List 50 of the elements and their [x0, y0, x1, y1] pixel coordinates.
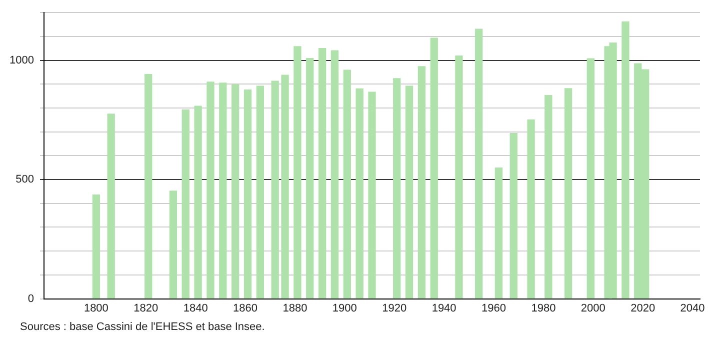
bar: [356, 88, 364, 299]
x-tick-label: 1880: [282, 302, 308, 314]
x-tick-label: 1860: [233, 302, 258, 314]
bar: [343, 70, 351, 299]
bar: [194, 106, 202, 299]
bar: [544, 95, 552, 299]
bar: [256, 86, 264, 299]
bar: [475, 28, 483, 299]
x-tick-label: 1800: [84, 302, 108, 314]
x-tick-label: 1920: [382, 302, 407, 314]
bar: [92, 194, 100, 299]
bar: [455, 55, 463, 299]
x-tick-label: 1980: [531, 302, 556, 314]
x-tick-label: 1840: [183, 302, 208, 314]
x-tick-label: 1960: [482, 302, 506, 314]
bar: [318, 48, 326, 299]
bar: [368, 92, 376, 299]
bar: [430, 38, 438, 299]
bar: [405, 86, 414, 299]
bar: [244, 90, 252, 299]
bar: [330, 50, 339, 299]
bar: [393, 78, 401, 299]
bar: [182, 109, 190, 299]
bar: [219, 82, 227, 299]
y-tick-label: 1000: [10, 54, 34, 66]
bar: [271, 80, 279, 299]
bar: [418, 66, 426, 299]
bar: [564, 88, 572, 299]
bar: [206, 82, 214, 299]
bar: [527, 119, 535, 299]
bar: [586, 58, 594, 299]
x-tick-label: 1940: [432, 302, 456, 314]
bar: [306, 58, 314, 299]
bar: [144, 74, 152, 299]
x-tick-label: 2020: [630, 302, 656, 314]
y-tick-label: 500: [16, 174, 34, 186]
y-tick-label: 0: [28, 292, 34, 305]
x-tick-label: 1820: [134, 302, 158, 314]
x-tick-label: 2040: [680, 302, 705, 314]
bar: [494, 168, 503, 299]
x-tick-label: 1900: [332, 302, 357, 314]
bar: [107, 114, 115, 299]
bar: [622, 21, 630, 299]
bar: [294, 46, 302, 299]
source-note: Sources : base Cassini de l'EHESS et base Insee.: [20, 321, 265, 333]
x-tick-label: 2000: [580, 302, 606, 314]
bar: [232, 84, 240, 299]
bar: [169, 190, 178, 299]
bar: [281, 74, 289, 299]
bar: [510, 132, 518, 299]
